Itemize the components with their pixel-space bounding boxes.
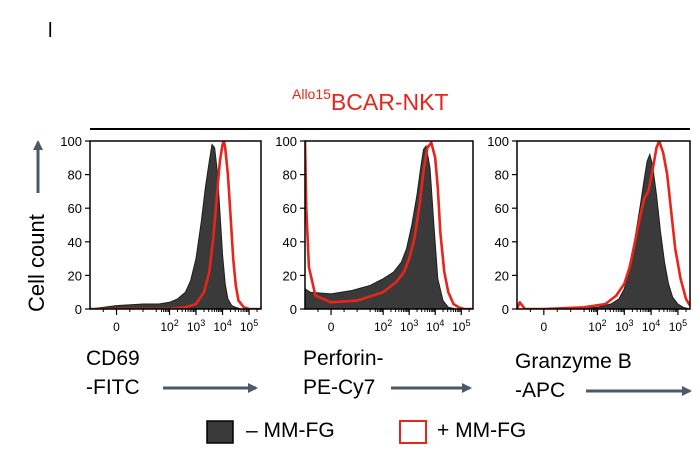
cd69-plot-frame [89,140,262,310]
granzymeb-ytick-label: 20 [495,268,509,283]
perforin-xtick-label: 104 [426,318,444,334]
granzymeb-ytick-label: 60 [495,201,509,216]
perforin-ytick-label: 40 [283,235,297,250]
cd69-ytick-label: 60 [68,201,82,216]
xlabel-granzymeb-line1: Granzyme B [515,350,632,373]
xlabel-granzymeb-line2: -APC [515,379,566,402]
y-axis-label: Cell count [24,214,49,312]
cd69-ytick-label: 80 [68,168,82,183]
granzymeb-series-plus-mmfg [517,141,690,309]
granzymeb-ytick-label: 80 [495,168,509,183]
perforin-xtick-label: 103 [400,318,418,334]
histogram-perforin: 100 80 60 40 20 0 0 102 103 104 105 [275,134,474,334]
perforin-xtick-label: 102 [374,318,392,334]
perforin-xtick-label: 0 [328,320,335,334]
perforin-ytick-label: 0 [290,302,297,317]
legend-swatch-filled [206,420,234,444]
cd69-series-minus-mmfg [90,143,261,309]
perforin-xtick-label: 105 [452,318,470,334]
granzymeb-ytick-label: 100 [487,134,509,149]
chart-title: Allo15BCAR-NKT [292,86,448,116]
granzymeb-plot-frame [516,140,691,310]
granzymeb-ytick-label: 0 [502,302,509,317]
perforin-ytick-label: 60 [283,201,297,216]
title-main: BCAR-NKT [330,89,449,115]
perforin-plot-frame [304,140,474,310]
legend-label-minus: – MM-FG [246,419,335,442]
granzymeb-xtick-label: 102 [588,318,606,334]
xlabel-perforin-line1: Perforin- [303,347,384,370]
cd69-series-plus-mmfg [90,141,261,309]
perforin-ytick-label: 20 [283,268,297,283]
cd69-ytick-label: 100 [60,134,82,149]
xlabel-perforin-line2: PE-Cy7 [303,376,376,399]
granzymeb-series-minus-mmfg [517,152,690,309]
cd69-ytick-label: 40 [68,235,82,250]
granzymeb-xtick-label: 105 [669,318,687,334]
cd69-xtick-label: 105 [240,318,258,334]
histogram-cd69: 100 80 60 40 20 0 0 102 103 104 105 [60,134,262,334]
cd69-xtick-label: 104 [213,318,231,334]
xlabel-cd69-line2: -FITC [86,376,140,399]
perforin-series-plus-mmfg [305,141,473,309]
legend-swatch-outline [399,420,427,444]
cd69-xtick-label: 0 [113,320,120,334]
granzymeb-xtick-label: 103 [615,318,633,334]
cd69-ytick-label: 20 [68,268,82,283]
granzymeb-xtick-label: 104 [642,318,660,334]
granzymeb-ytick-label: 40 [495,235,509,250]
histogram-granzymeb: 100 80 60 40 20 0 0 102 103 104 105 [487,134,691,334]
panel-label: l [48,20,53,42]
xlabel-cd69-line1: CD69 [86,347,140,370]
cd69-xtick-label: 102 [160,318,178,334]
granzymeb-xtick-label: 0 [540,320,547,334]
cd69-ytick-label: 0 [75,302,82,317]
title-superscript: Allo15 [292,86,331,102]
perforin-ytick-label: 80 [283,168,297,183]
cd69-xtick-label: 103 [187,318,205,334]
perforin-ytick-label: 100 [275,134,297,149]
legend-label-plus: + MM-FG [437,419,527,442]
perforin-series-minus-mmfg [305,144,473,309]
